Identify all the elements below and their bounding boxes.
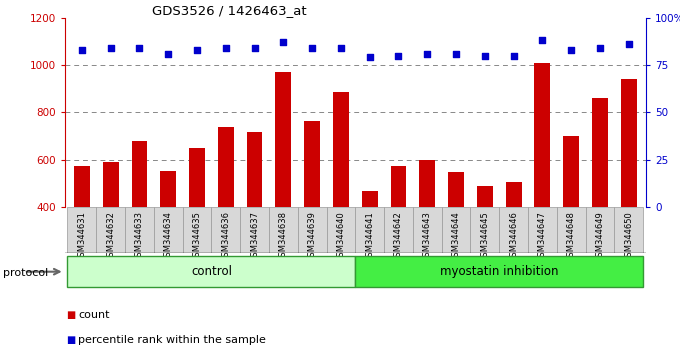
Point — [192, 47, 203, 53]
Bar — [362, 191, 377, 302]
Bar — [355, 207, 384, 253]
Bar — [269, 207, 298, 253]
Bar — [413, 207, 441, 253]
Bar — [74, 166, 90, 302]
Point — [220, 45, 231, 51]
Point — [451, 51, 462, 57]
Bar — [247, 132, 262, 302]
Bar — [499, 207, 528, 253]
Text: percentile rank within the sample: percentile rank within the sample — [78, 335, 266, 345]
Bar — [534, 63, 550, 302]
Text: GSM344640: GSM344640 — [337, 211, 345, 262]
Text: GSM344632: GSM344632 — [106, 211, 115, 262]
Bar — [621, 79, 636, 302]
Text: GDS3526 / 1426463_at: GDS3526 / 1426463_at — [152, 4, 307, 17]
Bar — [448, 172, 464, 302]
Bar — [477, 187, 493, 302]
Bar — [103, 162, 118, 302]
Bar — [557, 207, 585, 253]
Text: GSM344637: GSM344637 — [250, 211, 259, 262]
Bar — [471, 207, 499, 253]
Bar — [355, 256, 643, 287]
Bar — [585, 207, 614, 253]
Point — [537, 38, 548, 43]
Point — [105, 45, 116, 51]
Text: GSM344646: GSM344646 — [509, 211, 518, 262]
Point — [479, 53, 490, 58]
Bar — [97, 207, 125, 253]
Text: GSM344635: GSM344635 — [192, 211, 201, 262]
Point — [422, 51, 432, 57]
Bar — [614, 207, 643, 253]
Text: control: control — [191, 265, 232, 278]
Text: protocol: protocol — [3, 268, 49, 278]
Text: GSM344647: GSM344647 — [538, 211, 547, 262]
Point — [393, 53, 404, 58]
Bar — [384, 207, 413, 253]
Text: GSM344645: GSM344645 — [480, 211, 490, 262]
Text: count: count — [78, 310, 109, 320]
Text: GSM344634: GSM344634 — [164, 211, 173, 262]
Bar — [326, 207, 355, 253]
Bar — [420, 160, 435, 302]
Point — [307, 45, 318, 51]
Text: GSM344644: GSM344644 — [452, 211, 460, 262]
Point — [508, 53, 519, 58]
Text: GSM344649: GSM344649 — [596, 211, 605, 262]
Bar — [240, 207, 269, 253]
Bar — [131, 141, 148, 302]
Text: GSM344650: GSM344650 — [624, 211, 633, 262]
Bar — [67, 256, 355, 287]
Bar — [563, 136, 579, 302]
Bar — [211, 207, 240, 253]
Text: GSM344631: GSM344631 — [78, 211, 86, 262]
Bar — [333, 92, 349, 302]
Bar — [218, 127, 234, 302]
Bar — [390, 166, 407, 302]
Point — [134, 45, 145, 51]
Text: ■: ■ — [66, 335, 75, 345]
Text: GSM344642: GSM344642 — [394, 211, 403, 262]
Bar — [154, 207, 183, 253]
Point — [594, 45, 605, 51]
Point — [278, 40, 289, 45]
Text: GSM344641: GSM344641 — [365, 211, 374, 262]
Text: GSM344633: GSM344633 — [135, 211, 144, 262]
Bar — [592, 98, 608, 302]
Point — [76, 47, 87, 53]
Point — [335, 45, 346, 51]
Text: GSM344636: GSM344636 — [221, 211, 231, 262]
Text: myostatin inhibition: myostatin inhibition — [440, 265, 558, 278]
Bar — [304, 121, 320, 302]
Bar — [441, 207, 471, 253]
Bar — [528, 207, 557, 253]
Point — [624, 41, 634, 47]
Text: GSM344639: GSM344639 — [307, 211, 317, 262]
Point — [364, 55, 375, 60]
Bar — [125, 207, 154, 253]
Bar — [298, 207, 326, 253]
Bar — [160, 171, 176, 302]
Text: GSM344638: GSM344638 — [279, 211, 288, 262]
Bar — [183, 207, 211, 253]
Text: GSM344648: GSM344648 — [566, 211, 576, 262]
Point — [163, 51, 173, 57]
Point — [249, 45, 260, 51]
Point — [566, 47, 577, 53]
Text: ■: ■ — [66, 310, 75, 320]
Bar — [275, 72, 291, 302]
Bar — [506, 182, 522, 302]
Bar — [67, 207, 97, 253]
Text: GSM344643: GSM344643 — [423, 211, 432, 262]
Bar — [189, 148, 205, 302]
